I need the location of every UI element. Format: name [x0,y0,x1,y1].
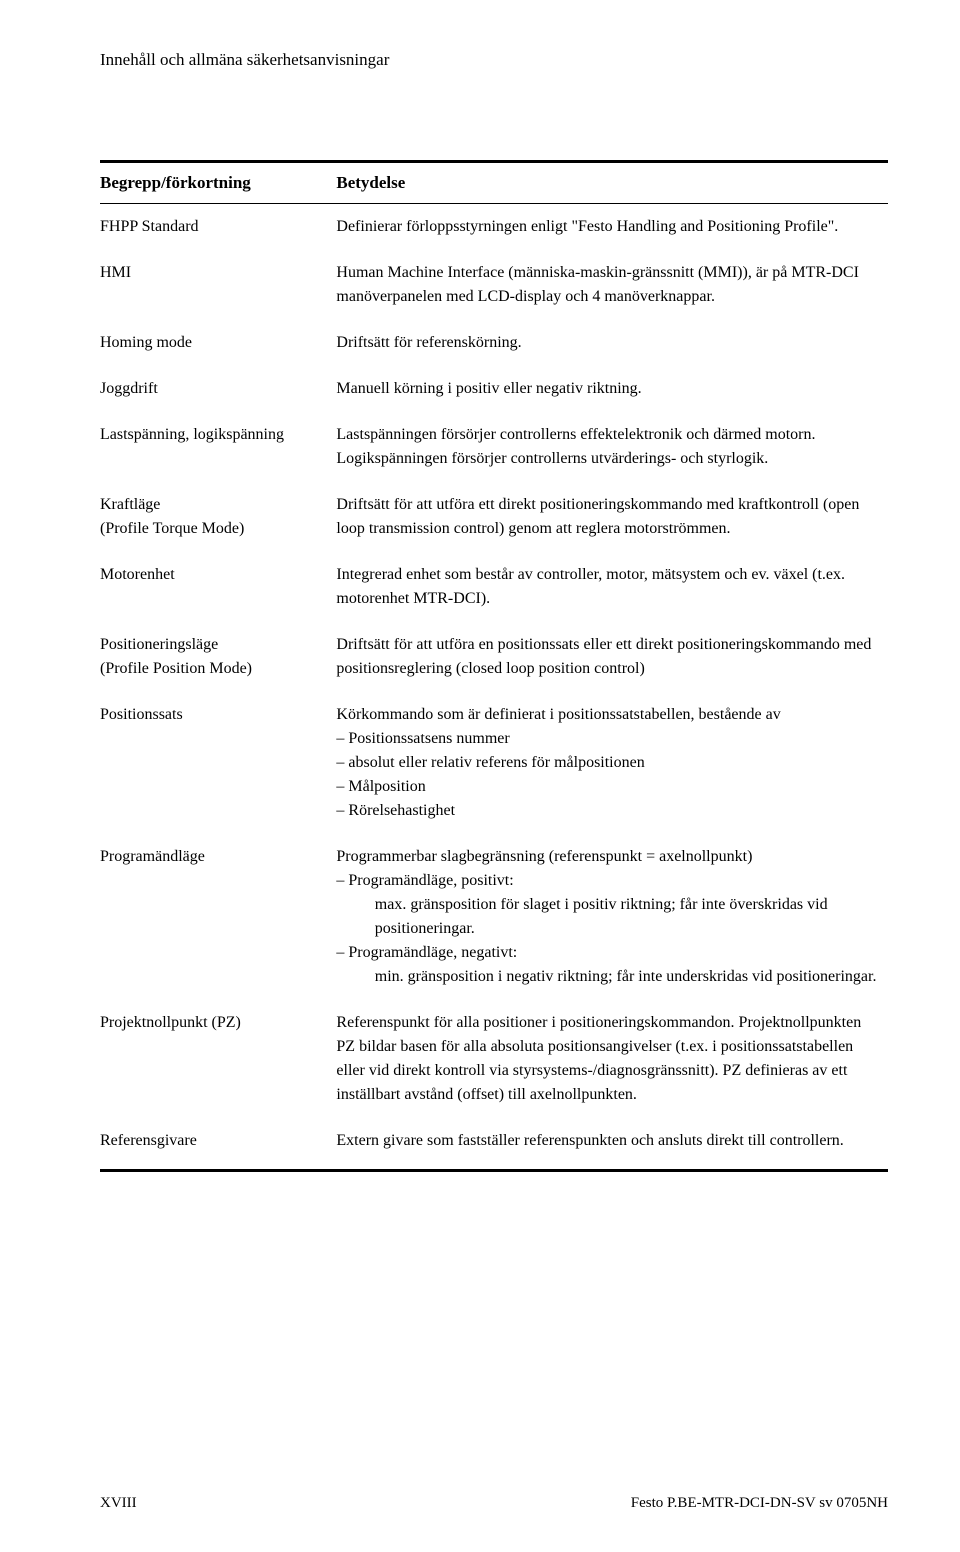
footer-docref: Festo P.BE-MTR-DCI-DN-SV sv 0705NH [631,1495,888,1512]
page-number: XVIII [100,1495,137,1512]
table-row: Projektnollpunkt (PZ)Referenspunkt för a… [100,1000,888,1118]
definition-cell: Driftsätt för att utföra ett direkt posi… [336,482,888,552]
definition-cell: Referenspunkt för alla positioner i posi… [336,1000,888,1118]
definition-cell: Körkommando som är definierat i position… [336,692,888,834]
term-cell: Joggdrift [100,366,336,412]
table-row: HMIHuman Machine Interface (människa-mas… [100,250,888,320]
definition-cell: Manuell körning i positiv eller negativ … [336,366,888,412]
definition-cell: Integrerad enhet som består av controlle… [336,552,888,622]
definition-cell: Lastspänningen försörjer controllerns ef… [336,412,888,482]
term-cell: HMI [100,250,336,320]
column-header-term: Begrepp/förkortning [100,162,336,204]
table-row: Positioneringsläge(Profile Position Mode… [100,622,888,692]
definition-cell: Human Machine Interface (människa-maskin… [336,250,888,320]
definition-cell: Extern givare som fastställer referenspu… [336,1118,888,1171]
term-cell: Lastspänning, logikspänning [100,412,336,482]
term-cell: FHPP Standard [100,204,336,251]
table-row: PositionssatsKörkommando som är definier… [100,692,888,834]
definition-cell: Driftsätt för att utföra en positionssat… [336,622,888,692]
definition-cell: Driftsätt för referenskörning. [336,320,888,366]
column-header-definition: Betydelse [336,162,888,204]
term-cell: Positionssats [100,692,336,834]
glossary-table: Begrepp/förkortning Betydelse FHPP Stand… [100,160,888,1172]
page-footer: XVIII Festo P.BE-MTR-DCI-DN-SV sv 0705NH [100,1495,888,1512]
definition-cell: Definierar förloppsstyrningen enligt "Fe… [336,204,888,251]
term-cell: Referensgivare [100,1118,336,1171]
definition-cell: Programmerbar slagbegränsning (referensp… [336,834,888,1000]
term-cell: Projektnollpunkt (PZ) [100,1000,336,1118]
table-row: Lastspänning, logikspänningLastspänninge… [100,412,888,482]
term-cell: Programändläge [100,834,336,1000]
term-cell: Positioneringsläge(Profile Position Mode… [100,622,336,692]
table-row: Homing modeDriftsätt för referenskörning… [100,320,888,366]
table-row: Kraftläge(Profile Torque Mode)Driftsätt … [100,482,888,552]
page-header: Innehåll och allmäna säkerhetsanvisninga… [100,50,888,70]
table-row: ProgramändlägeProgrammerbar slagbegränsn… [100,834,888,1000]
table-row: JoggdriftManuell körning i positiv eller… [100,366,888,412]
table-row: ReferensgivareExtern givare som faststäl… [100,1118,888,1171]
table-row: FHPP StandardDefinierar förloppsstyrning… [100,204,888,251]
term-cell: Homing mode [100,320,336,366]
term-cell: Motorenhet [100,552,336,622]
term-cell: Kraftläge(Profile Torque Mode) [100,482,336,552]
table-row: MotorenhetIntegrerad enhet som består av… [100,552,888,622]
